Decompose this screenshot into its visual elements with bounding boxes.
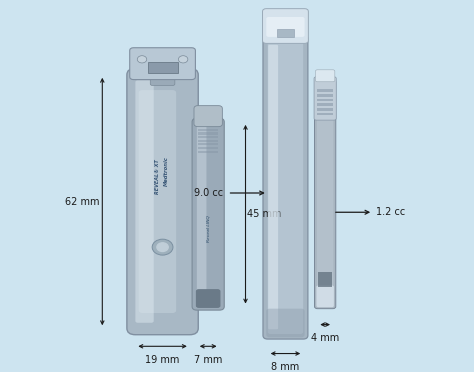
Text: 7 mm: 7 mm [194,355,222,365]
Circle shape [137,56,147,63]
FancyBboxPatch shape [194,106,222,126]
FancyBboxPatch shape [315,80,336,309]
Bar [198,132,218,135]
Text: 9.0 cc: 9.0 cc [194,188,223,198]
Bar [198,140,218,142]
Bar [198,147,218,149]
Bar [317,99,333,101]
Text: 62 mm: 62 mm [65,196,100,206]
Bar [317,103,333,106]
FancyBboxPatch shape [316,70,335,82]
Text: REVEAL® XT: REVEAL® XT [155,159,160,194]
FancyBboxPatch shape [196,289,220,308]
FancyBboxPatch shape [317,84,333,304]
Text: 4 mm: 4 mm [311,333,339,343]
FancyBboxPatch shape [136,80,154,323]
FancyBboxPatch shape [268,40,303,334]
FancyBboxPatch shape [139,90,176,313]
Text: 8 mm: 8 mm [271,362,300,372]
Text: 45 mm: 45 mm [247,209,282,219]
Circle shape [157,243,168,251]
Bar [318,272,332,286]
FancyBboxPatch shape [263,35,308,339]
Text: 19 mm: 19 mm [146,355,180,365]
Bar [317,89,333,92]
Text: Medtronic: Medtronic [164,156,169,186]
Circle shape [152,239,173,255]
Text: Reveal LINQ: Reveal LINQ [206,215,210,243]
Bar [317,108,333,111]
Bar [198,151,218,153]
Bar [317,94,333,97]
FancyBboxPatch shape [130,48,195,80]
Bar [147,62,177,73]
Bar [198,129,218,131]
FancyBboxPatch shape [266,17,305,37]
Bar [198,136,218,138]
FancyBboxPatch shape [266,309,305,337]
Bar [317,113,333,115]
FancyBboxPatch shape [268,45,278,329]
FancyBboxPatch shape [192,118,224,310]
FancyBboxPatch shape [314,77,336,120]
FancyBboxPatch shape [317,285,334,307]
FancyBboxPatch shape [150,73,175,86]
FancyBboxPatch shape [197,125,207,304]
Bar [277,29,294,37]
Circle shape [178,56,188,63]
Bar [198,143,218,145]
FancyBboxPatch shape [127,68,198,335]
Text: 1.2 cc: 1.2 cc [376,207,406,217]
FancyBboxPatch shape [263,9,309,44]
